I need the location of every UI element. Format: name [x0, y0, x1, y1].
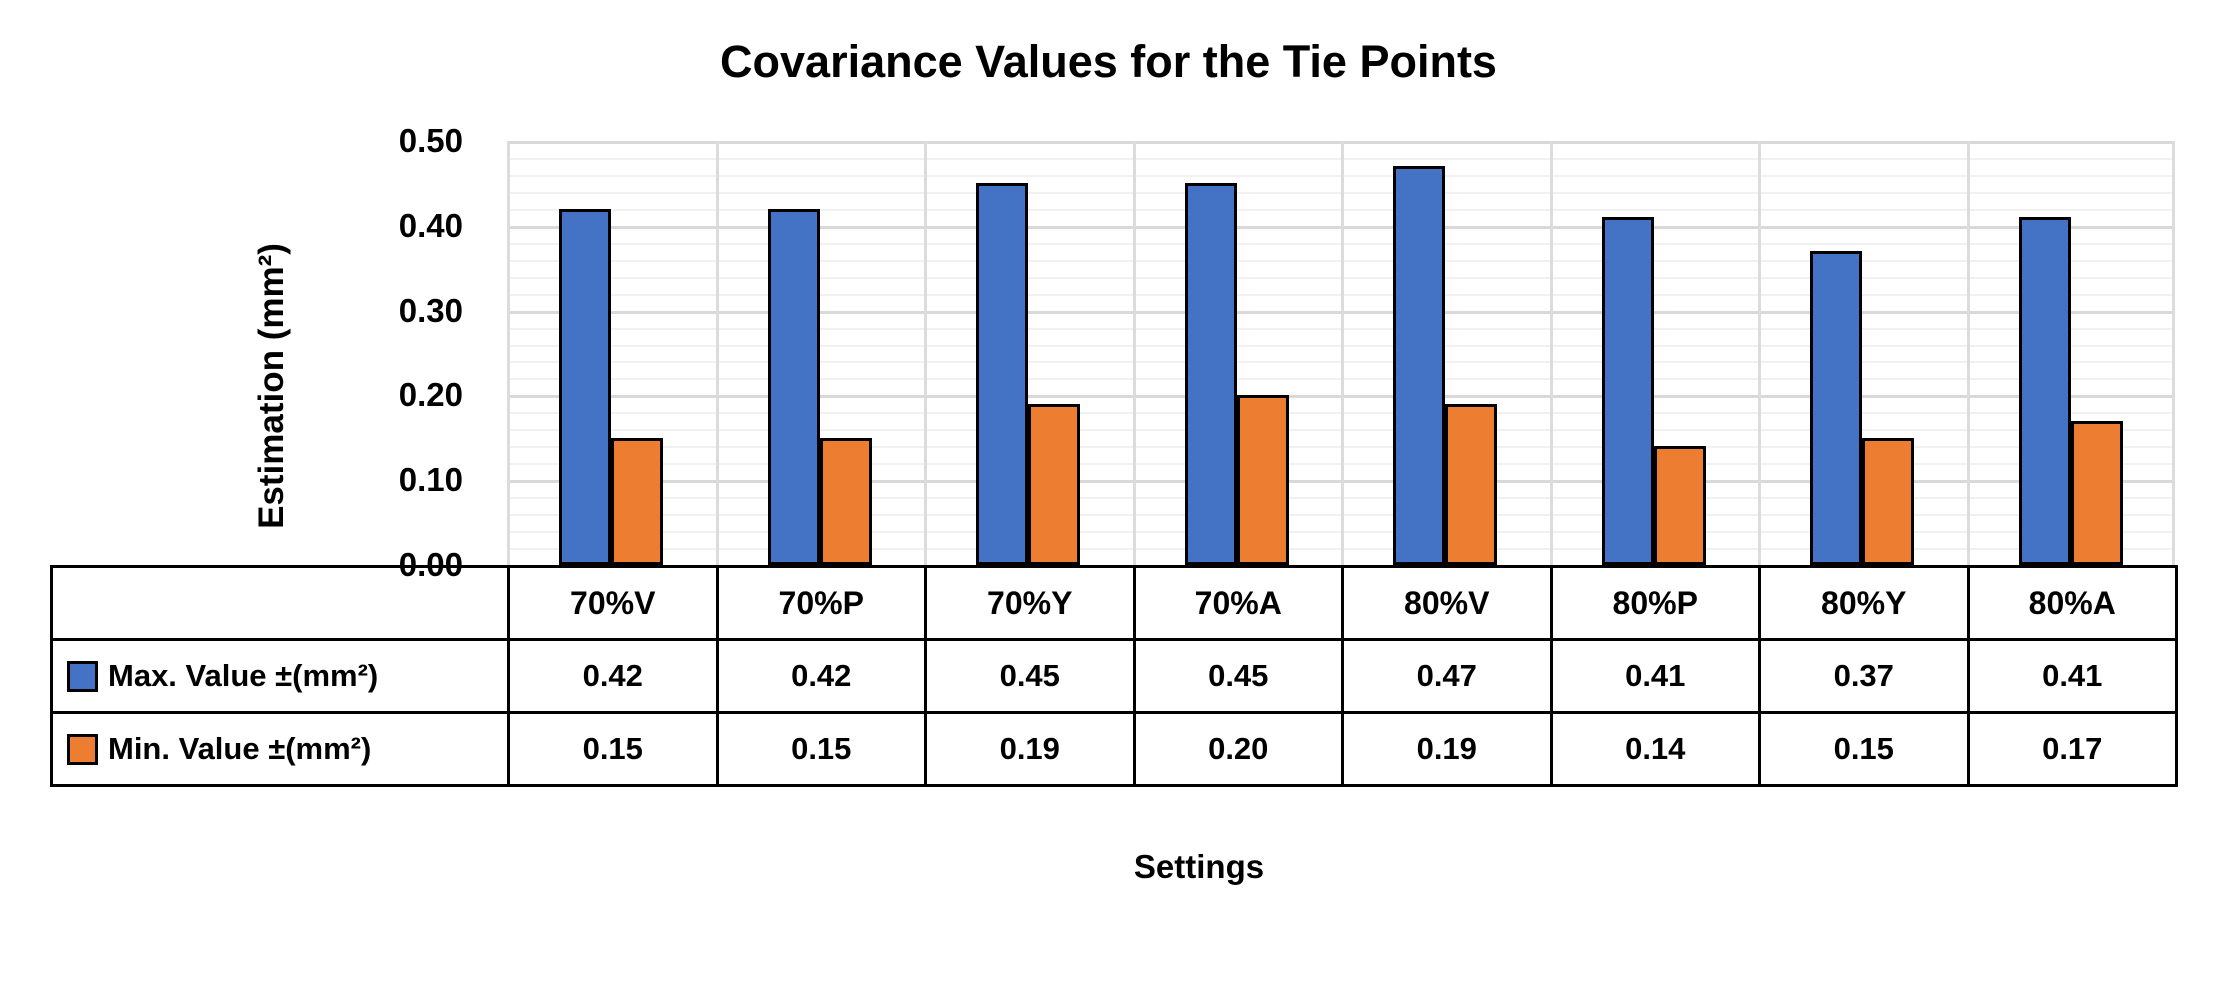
category-header-cell: 80%Y	[1758, 565, 1970, 641]
x-axis-label: Settings	[1133, 848, 1265, 885]
min-value-bar-70%A	[1236, 395, 1289, 565]
category-header-row: 70%V 70%P 70%Y 70%A 80%V 80%P 80%Y 80%A	[50, 565, 2178, 641]
value-cell: 0.20	[1132, 711, 1344, 787]
series-label-cell: Max. Value ±(mm²)	[50, 638, 510, 714]
min-series-legend-swatch	[67, 733, 98, 765]
min-value-bar-80%P	[1653, 446, 1706, 565]
series-name: Max. Value ±(mm²)	[108, 658, 379, 693]
bars-layer	[507, 141, 2175, 565]
value-cell: 0.15	[507, 711, 719, 787]
max-value-bar-70%V	[559, 208, 612, 565]
max-value-bar-80%Y	[1810, 251, 1863, 565]
y-tick-label: 0.40	[398, 206, 463, 244]
max-value-bar-80%A	[2018, 217, 2071, 565]
max-value-bar-70%P	[767, 208, 820, 565]
min-value-bar-80%A	[2070, 420, 2123, 565]
series-label-cell: Min. Value ±(mm²)	[50, 711, 510, 787]
max-value-bar-70%A	[1184, 183, 1237, 565]
y-tick-label: 0.30	[398, 291, 463, 329]
series-row: Min. Value ±(mm²) 0.15 0.15 0.19 0.20 0.19 0.1…	[50, 711, 2178, 787]
y-tick-label: 0.10	[398, 461, 463, 499]
chart-title: Covariance Values for the Tie Points	[720, 36, 1497, 87]
category-header-cell: 70%A	[1132, 565, 1344, 641]
y-tick-label: 0.20	[398, 376, 463, 414]
table-corner-empty	[50, 565, 510, 641]
max-value-bar-80%P	[1601, 217, 1654, 565]
value-cell: 0.42	[507, 638, 719, 714]
value-cell: 0.19	[1341, 711, 1553, 787]
value-cell: 0.45	[1132, 638, 1344, 714]
value-cell: 0.47	[1341, 638, 1553, 714]
category-header-cell: 80%V	[1341, 565, 1553, 641]
value-cell: 0.17	[1966, 711, 2178, 787]
gridline-vertical	[1758, 141, 1761, 565]
category-header-cell: 80%P	[1549, 565, 1761, 641]
series-row: Max. Value ±(mm²) 0.42 0.42 0.45 0.45 0.47 0.4…	[50, 638, 2178, 714]
plot-area	[507, 141, 2175, 565]
value-cell: 0.14	[1549, 711, 1761, 787]
gridline-vertical	[1966, 141, 1970, 565]
min-value-bar-80%Y	[1862, 437, 1915, 565]
gridline-vertical	[507, 141, 510, 565]
min-value-bar-70%V	[611, 437, 664, 565]
category-header-cell: 70%P	[715, 565, 927, 641]
y-tick-label: 0.50	[398, 122, 463, 159]
gridline-vertical	[924, 141, 927, 565]
max-value-bar-80%V	[1393, 166, 1446, 565]
gridline-vertical	[1132, 141, 1136, 565]
value-cell: 0.37	[1758, 638, 1970, 714]
value-cell: 0.19	[924, 711, 1136, 787]
series-name: Min. Value ±(mm²)	[108, 731, 372, 766]
category-header-cell: 70%V	[507, 565, 719, 641]
max-series-legend-swatch	[67, 660, 98, 692]
gridline-vertical	[2172, 141, 2175, 565]
gridline-vertical	[1549, 141, 1553, 565]
max-value-bar-70%Y	[976, 183, 1029, 565]
gridline-vertical	[1341, 141, 1344, 565]
category-header-cell: 70%Y	[924, 565, 1136, 641]
min-value-bar-70%P	[819, 437, 872, 565]
value-cell: 0.45	[924, 638, 1136, 714]
gridline-vertical	[715, 141, 719, 565]
value-cell: 0.42	[715, 638, 927, 714]
value-cell: 0.41	[1549, 638, 1761, 714]
min-value-bar-70%Y	[1028, 403, 1081, 565]
value-cell: 0.41	[1966, 638, 2178, 714]
category-header-cell: 80%A	[1966, 565, 2178, 641]
data-table: 70%V 70%P 70%Y 70%A 80%V 80%P 80%Y 80%A Max. Val…	[50, 565, 2178, 787]
value-cell: 0.15	[715, 711, 927, 787]
min-value-bar-80%V	[1445, 403, 1498, 565]
value-cell: 0.15	[1758, 711, 1970, 787]
